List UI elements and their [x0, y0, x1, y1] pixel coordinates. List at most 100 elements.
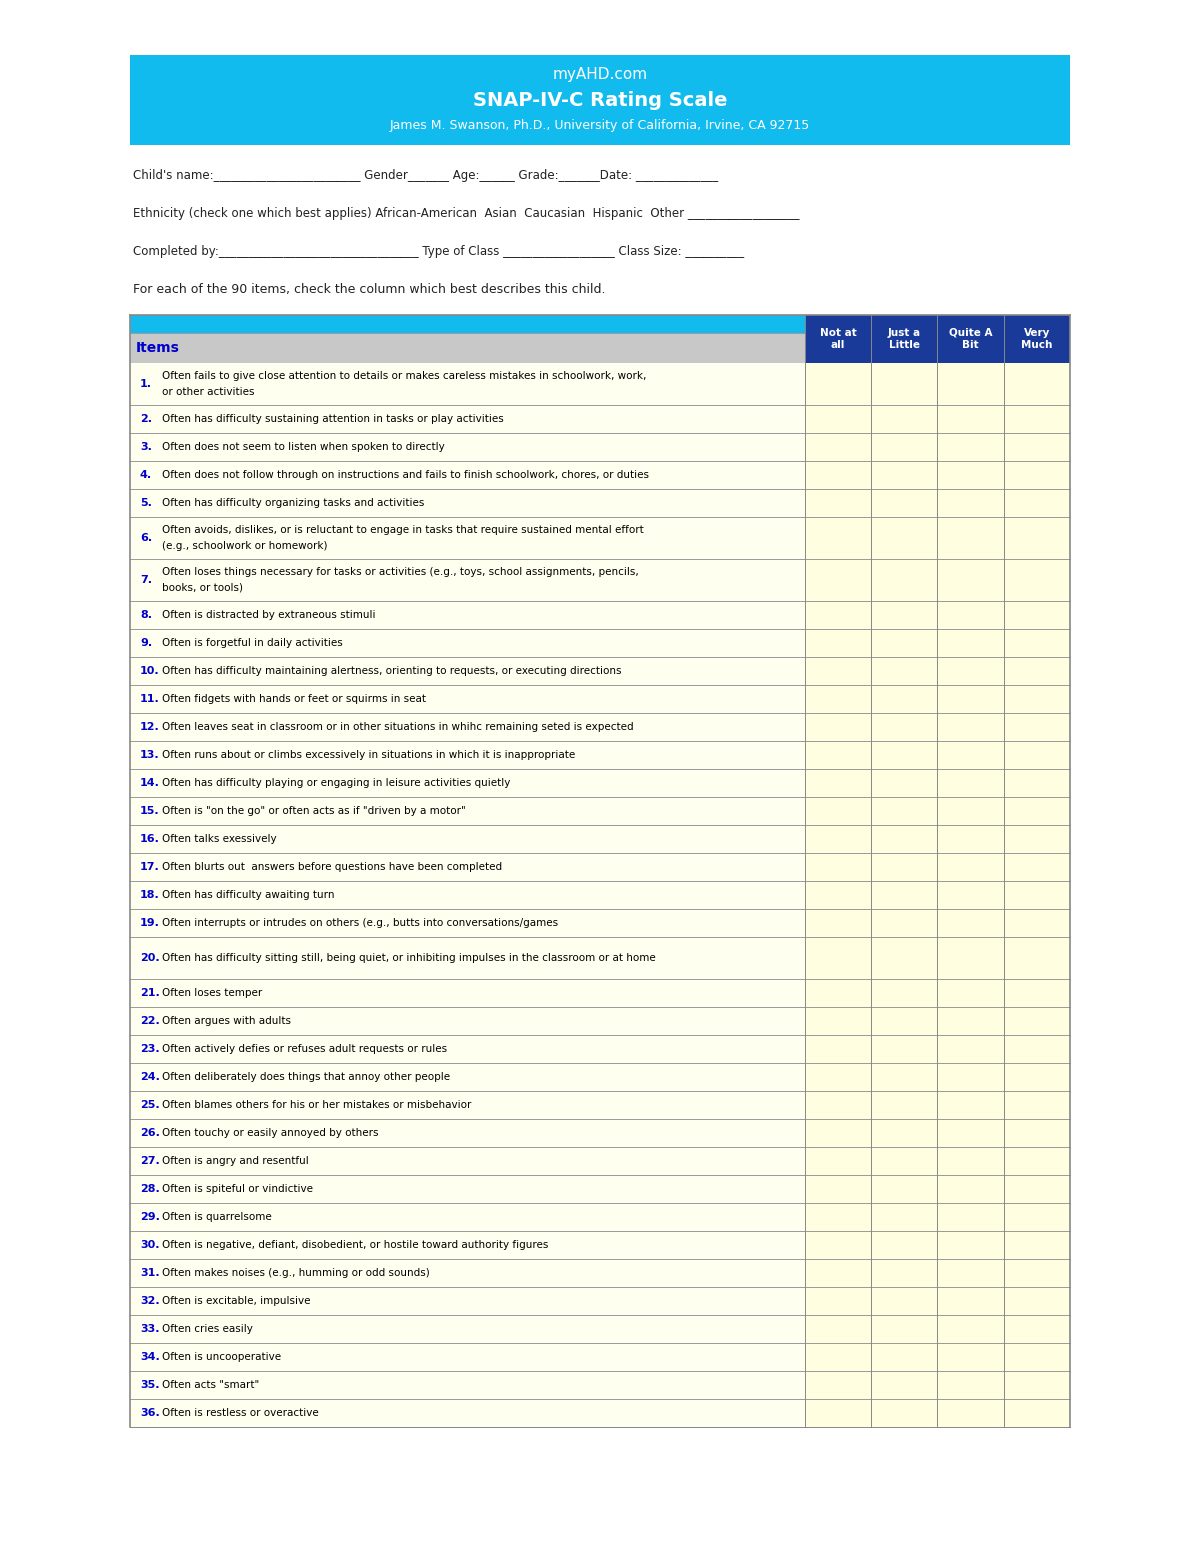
Bar — [805, 657, 871, 685]
Text: books, or tools): books, or tools) — [162, 582, 242, 593]
Bar — [1003, 769, 1070, 797]
Text: Often has difficulty organizing tasks and activities: Often has difficulty organizing tasks an… — [162, 499, 425, 508]
Text: 12.: 12. — [140, 722, 160, 731]
Text: Often is restless or overactive: Often is restless or overactive — [162, 1409, 319, 1418]
Text: Not at
all: Not at all — [820, 328, 857, 349]
Bar — [130, 1176, 805, 1204]
Bar — [871, 1120, 937, 1148]
Bar — [871, 936, 937, 978]
Text: Ethnicity (check one which best applies) African-American  Asian  Caucasian  His: Ethnicity (check one which best applies)… — [133, 207, 799, 219]
Bar — [1003, 1034, 1070, 1062]
Bar — [937, 1315, 1003, 1343]
Bar — [1003, 1006, 1070, 1034]
Bar — [805, 1062, 871, 1092]
Text: 18.: 18. — [140, 890, 160, 901]
Bar — [937, 1062, 1003, 1092]
Bar — [1003, 629, 1070, 657]
Bar — [871, 1232, 937, 1259]
Bar — [1003, 909, 1070, 936]
Text: Often has difficulty sustaining attention in tasks or play activities: Often has difficulty sustaining attentio… — [162, 415, 504, 424]
Text: Often has difficulty maintaining alertness, orienting to requests, or executing : Often has difficulty maintaining alertne… — [162, 666, 622, 676]
Text: Often is excitable, impulsive: Often is excitable, impulsive — [162, 1297, 311, 1306]
Bar — [130, 1204, 805, 1232]
Bar — [130, 769, 805, 797]
Text: Quite A
Bit: Quite A Bit — [949, 328, 992, 349]
Bar — [805, 1259, 871, 1287]
Bar — [871, 909, 937, 936]
Bar — [937, 405, 1003, 433]
Bar — [1003, 1148, 1070, 1176]
Bar — [805, 1399, 871, 1427]
Bar — [805, 1092, 871, 1120]
Bar — [1003, 936, 1070, 978]
Bar — [130, 1062, 805, 1092]
Bar — [871, 315, 937, 363]
Bar — [1003, 1259, 1070, 1287]
Bar — [130, 853, 805, 881]
Bar — [130, 559, 805, 601]
Bar — [805, 741, 871, 769]
Text: Often is forgetful in daily activities: Often is forgetful in daily activities — [162, 638, 343, 648]
Bar — [871, 559, 937, 601]
Bar — [871, 433, 937, 461]
Bar — [937, 1034, 1003, 1062]
Bar — [1003, 1399, 1070, 1427]
Text: Often is angry and resentful: Often is angry and resentful — [162, 1155, 308, 1166]
Text: Often has difficulty sitting still, being quiet, or inhibiting impulses in the c: Often has difficulty sitting still, bein… — [162, 954, 655, 963]
Text: 28.: 28. — [140, 1183, 160, 1194]
Bar — [805, 601, 871, 629]
Text: Often cries easily: Often cries easily — [162, 1325, 253, 1334]
Text: 17.: 17. — [140, 862, 160, 871]
Bar — [805, 978, 871, 1006]
Bar — [871, 489, 937, 517]
Bar — [130, 1148, 805, 1176]
Text: (e.g., schoolwork or homework): (e.g., schoolwork or homework) — [162, 540, 328, 551]
Text: Child's name:_________________________ Gender_______ Age:______ Grade:_______Dat: Child's name:_________________________ G… — [133, 168, 718, 182]
Text: Often is negative, defiant, disobedient, or hostile toward authority figures: Often is negative, defiant, disobedient,… — [162, 1239, 548, 1250]
Bar — [871, 1204, 937, 1232]
Bar — [805, 1315, 871, 1343]
Text: Often does not seem to listen when spoken to directly: Often does not seem to listen when spoke… — [162, 443, 445, 452]
Bar — [805, 769, 871, 797]
Bar — [871, 1176, 937, 1204]
Bar — [871, 825, 937, 853]
Text: 7.: 7. — [140, 575, 152, 585]
Bar — [805, 629, 871, 657]
Bar — [937, 685, 1003, 713]
Bar — [937, 1176, 1003, 1204]
Bar — [130, 1006, 805, 1034]
Text: 29.: 29. — [140, 1211, 160, 1222]
Bar — [937, 1343, 1003, 1371]
Bar — [937, 1399, 1003, 1427]
Bar — [937, 315, 1003, 363]
Text: 31.: 31. — [140, 1267, 160, 1278]
Bar — [805, 461, 871, 489]
Text: Often runs about or climbs excessively in situations in which it is inappropriat: Often runs about or climbs excessively i… — [162, 750, 575, 759]
Bar — [805, 1148, 871, 1176]
Bar — [130, 489, 805, 517]
Text: 8.: 8. — [140, 610, 152, 620]
Text: Often deliberately does things that annoy other people: Often deliberately does things that anno… — [162, 1072, 450, 1082]
Bar — [130, 1120, 805, 1148]
Bar — [937, 797, 1003, 825]
Text: Often touchy or easily annoyed by others: Often touchy or easily annoyed by others — [162, 1127, 378, 1138]
Text: Often does not follow through on instructions and fails to finish schoolwork, ch: Often does not follow through on instruc… — [162, 471, 649, 480]
Text: 36.: 36. — [140, 1409, 160, 1418]
Text: Often fails to give close attention to details or makes careless mistakes in sch: Often fails to give close attention to d… — [162, 371, 647, 382]
Bar — [130, 1371, 805, 1399]
Text: 21.: 21. — [140, 988, 160, 999]
Bar — [937, 1204, 1003, 1232]
Bar — [871, 853, 937, 881]
Bar — [871, 461, 937, 489]
Bar — [871, 881, 937, 909]
Bar — [871, 629, 937, 657]
Bar — [1003, 517, 1070, 559]
Text: Often avoids, dislikes, or is reluctant to engage in tasks that require sustaine: Often avoids, dislikes, or is reluctant … — [162, 525, 643, 536]
Bar — [805, 517, 871, 559]
Bar — [130, 1315, 805, 1343]
Text: Often interrupts or intrudes on others (e.g., butts into conversations/games: Often interrupts or intrudes on others (… — [162, 918, 558, 929]
Text: SNAP-IV-C Rating Scale: SNAP-IV-C Rating Scale — [473, 90, 727, 110]
Bar — [1003, 1315, 1070, 1343]
Bar — [937, 629, 1003, 657]
Bar — [937, 1232, 1003, 1259]
